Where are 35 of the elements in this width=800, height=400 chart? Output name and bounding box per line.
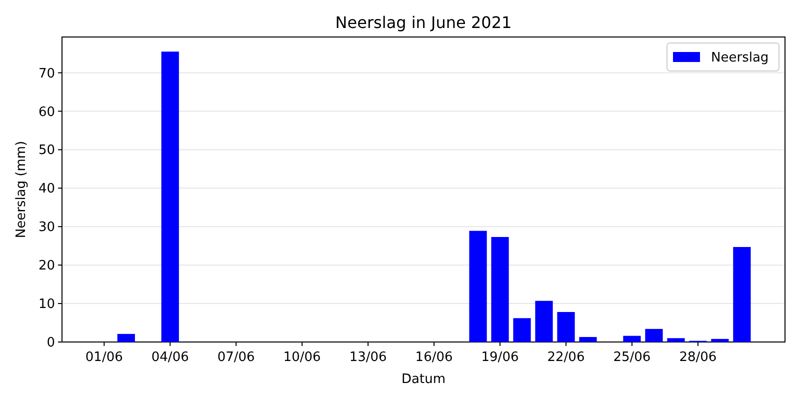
bar (161, 52, 179, 342)
chart-title: Neerslag in June 2021 (335, 13, 512, 32)
y-tick-label: 40 (38, 182, 55, 197)
bar (469, 230, 487, 342)
bar (667, 338, 685, 342)
x-tick-label: 07/06 (217, 350, 255, 365)
x-tick-label: 01/06 (85, 350, 123, 365)
bar (645, 328, 663, 342)
bar (623, 336, 641, 342)
x-tick-label: 16/06 (415, 350, 453, 365)
x-tick-label: 22/06 (547, 350, 585, 365)
bar (513, 318, 531, 342)
bar (733, 247, 751, 342)
x-tick-label: 04/06 (151, 350, 189, 365)
bar (579, 337, 597, 342)
bar (535, 300, 553, 342)
y-tick-label: 30 (38, 220, 55, 236)
y-axis-title: Neerslag (mm) (14, 140, 29, 238)
bar (491, 237, 509, 342)
y-tick-label: 10 (38, 297, 55, 312)
x-tick-label: 13/06 (349, 350, 387, 365)
y-tick-label: 20 (38, 258, 55, 274)
y-tick-label: 70 (38, 66, 55, 82)
x-tick-label: 28/06 (679, 350, 717, 365)
y-tick-label: 60 (38, 104, 55, 120)
x-tick-label: 19/06 (481, 350, 519, 365)
bar (711, 338, 729, 342)
y-tick-label: 50 (38, 143, 55, 158)
bar (117, 334, 135, 342)
bar (557, 312, 575, 342)
x-axis-title: Datum (402, 372, 446, 387)
legend-label: Neerslag (711, 50, 769, 66)
y-tick-label: 0 (46, 336, 55, 351)
x-tick-label: 10/06 (283, 350, 321, 365)
x-tick-label: 25/06 (613, 350, 651, 365)
